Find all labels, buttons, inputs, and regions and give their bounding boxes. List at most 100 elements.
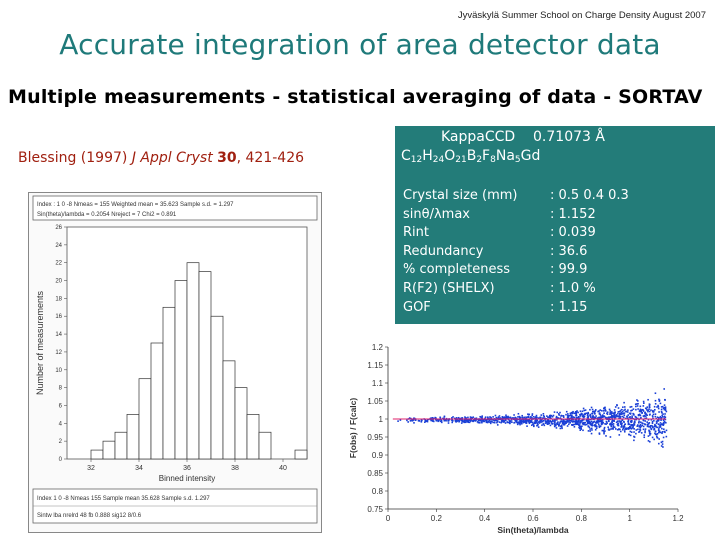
scatter-point [577,411,579,414]
scatter-point [451,417,453,419]
scatter-point [440,419,443,422]
scatter-point [521,420,523,422]
scatter-point [651,426,654,429]
scatter-point [664,409,667,411]
scatter-point [651,420,654,423]
scatter-point [628,433,631,436]
scatter-point [626,415,628,418]
scatter-point [614,406,617,408]
scatter-point [617,411,620,413]
scatter-point [589,414,591,417]
scatter-point [540,420,543,422]
device-name: KappaCCD [441,129,516,145]
scatter-point [498,421,501,423]
scatter-point [649,434,651,436]
histogram-bar [186,262,200,460]
scatter-point [545,420,548,422]
scatter-point [606,411,609,413]
scatter-point [557,423,559,426]
scatter-point [599,420,602,423]
scatter-point [639,414,642,417]
scatter-point [589,408,591,411]
scatter-point [647,398,649,401]
scatter-point [573,416,576,419]
scatter-point [583,421,585,424]
scatter-point [622,406,624,408]
scatter-point [522,419,525,422]
scatter-point [507,418,510,421]
scatter-point [641,411,644,414]
scatter-point [505,415,508,418]
scatter-point [519,419,521,422]
formula-count: 24 [432,155,445,165]
scatter-point [619,423,622,425]
scatter-point [628,416,631,419]
scatter-point [644,415,647,417]
scatter-point [653,428,655,431]
scatter-point [494,414,497,417]
scatter-point [537,417,540,419]
scatter-point [430,419,432,422]
scatter-point [642,419,645,422]
scatter-y-tick-label: 0.8 [372,487,384,496]
scatter-point [627,409,629,411]
scatter-point [621,415,624,418]
scatter-point [624,427,627,430]
scatter-point [652,413,655,416]
scatter-point [560,424,563,427]
scatter-point [642,428,645,431]
scatter-point [665,410,668,413]
scatter-point [631,416,633,419]
scatter-point [589,423,592,425]
scatter-point [536,419,538,421]
scatter-point [608,408,611,411]
scatter-point [658,426,661,428]
scatter-point [534,417,536,420]
scatter-point [639,421,642,423]
scatter-point [407,421,409,423]
scatter-point [555,427,558,429]
scatter-point [643,415,645,418]
scatter-point [589,413,592,416]
scatter-point [561,422,564,424]
scatter-point [554,419,556,421]
scatter-point [605,420,608,423]
scatter-y-tick-label: 0.85 [367,469,383,478]
scatter-point [619,415,622,418]
scatter-point [554,422,556,424]
scatter-point [431,417,434,419]
scatter-point [632,426,634,428]
scatter-point [662,422,665,424]
info-row-value: : 99.9 [550,262,588,278]
scatter-point [649,432,652,435]
scatter-point [628,425,631,428]
scatter-point [475,419,477,421]
scatter-point [574,411,577,413]
scatter-point [609,416,612,418]
scatter-point [660,417,663,419]
scatter-point [662,424,664,426]
scatter-point [581,410,584,413]
info-row-value: : 1.152 [550,206,596,222]
formula-element: O [444,148,456,164]
scatter-point [619,430,622,433]
scatter-point [488,419,491,422]
scatter-point [513,414,515,416]
scatter-point [622,427,624,429]
scatter-point [547,420,550,423]
scatter-point [590,424,593,427]
scatter-point [578,424,581,426]
scatter-point [644,420,647,422]
scatter-point [447,422,450,424]
histogram-y-label: Number of measurements [35,290,45,395]
scatter-point [503,420,505,422]
scatter-point [622,428,624,431]
scatter-y-tick-label: 1.2 [372,343,384,352]
scatter-point [603,431,605,434]
scatter-point [498,415,501,417]
scatter-point [529,421,531,424]
scatter-point [594,425,597,428]
scatter-point [660,411,663,414]
scatter-point [548,421,550,424]
scatter-point [623,426,626,428]
